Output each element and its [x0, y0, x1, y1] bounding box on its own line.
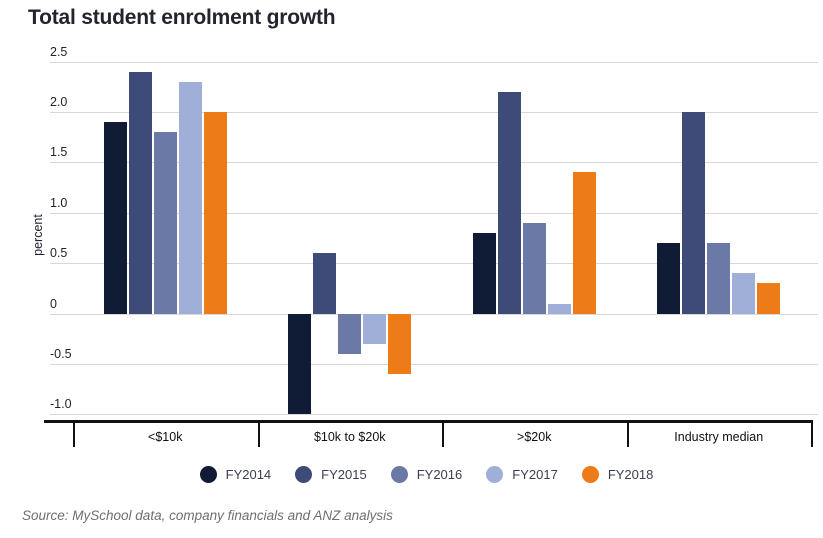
bar-FY2015-cat2 — [497, 91, 521, 314]
bar-FY2014-cat2 — [472, 232, 496, 314]
category-separator — [442, 420, 444, 447]
y-tick-label: 1.0 — [50, 195, 68, 210]
gridline-y-0.5 — [50, 263, 818, 265]
category-separator — [811, 420, 813, 447]
category-separator — [73, 420, 75, 447]
gridline-y--0.5 — [50, 364, 818, 366]
bar-FY2018-cat3 — [757, 283, 781, 314]
category-label-1: $10k to $20k — [313, 430, 386, 444]
gridline-y-1.0 — [50, 212, 818, 214]
y-tick-label: 2.0 — [50, 94, 68, 109]
bar-FY2016-cat1 — [338, 313, 362, 354]
bar-FY2015-cat3 — [682, 111, 706, 314]
legend-item-FY2015: FY2015 — [295, 466, 367, 483]
bar-FY2017-cat2 — [547, 303, 571, 314]
legend-label: FY2016 — [416, 467, 463, 482]
y-tick-label: 1.5 — [50, 145, 68, 160]
bar-FY2015-cat1 — [313, 253, 337, 314]
bar-FY2014-cat0 — [103, 122, 127, 314]
legend-item-FY2018: FY2018 — [581, 466, 654, 483]
bar-FY2016-cat3 — [707, 243, 731, 314]
bar-FY2018-cat1 — [388, 313, 412, 375]
gridline-y-2.0 — [50, 111, 818, 113]
bar-FY2016-cat0 — [153, 132, 177, 314]
category-separator — [257, 420, 260, 447]
bar-FY2014-cat1 — [288, 313, 312, 415]
y-axis-label: percent — [31, 214, 45, 256]
y-tick-label: 0 — [50, 296, 57, 311]
x-axis-line — [44, 420, 812, 423]
category-label-3: Industry median — [674, 430, 764, 444]
y-tick-label: 0.5 — [50, 246, 68, 261]
bar-FY2014-cat3 — [657, 243, 681, 314]
bar-FY2018-cat0 — [203, 111, 227, 314]
bar-FY2017-cat1 — [363, 313, 387, 344]
category-label-0: <$10k — [148, 430, 183, 444]
legend-label: FY2018 — [607, 467, 654, 482]
legend-dot-icon — [486, 466, 504, 483]
legend-label: FY2017 — [512, 467, 558, 482]
bar-FY2018-cat2 — [572, 172, 596, 314]
y-tick-label: -1.0 — [50, 397, 72, 412]
legend-item-FY2016: FY2016 — [390, 466, 463, 483]
bar-FY2017-cat0 — [178, 81, 202, 314]
source-note: Source: MySchool data, company financial… — [22, 508, 393, 523]
y-tick-label: -0.5 — [50, 347, 72, 362]
chart-legend: FY2014 FY2015 FY2016 FY2017 FY2018 — [0, 466, 823, 483]
gridline-y-0 — [50, 313, 818, 315]
category-label-2: >$20k — [517, 430, 552, 444]
bar-FY2015-cat0 — [128, 71, 152, 314]
bar-FY2017-cat3 — [732, 273, 756, 314]
gridline-y-1.5 — [50, 162, 818, 164]
legend-label: FY2015 — [321, 467, 367, 482]
y-tick-label: 2.5 — [50, 44, 68, 59]
legend-dot-icon — [390, 466, 408, 483]
legend-label: FY2014 — [225, 467, 272, 482]
gridline-y-2.5 — [50, 61, 818, 63]
legend-dot-icon — [581, 466, 599, 483]
bar-FY2016-cat2 — [522, 222, 546, 314]
legend-item-FY2017: FY2017 — [486, 466, 558, 483]
chart-title: Total student enrolment growth — [28, 6, 336, 29]
gridline-y--1.0 — [50, 414, 818, 416]
legend-dot-icon — [295, 466, 313, 483]
category-separator — [626, 420, 629, 447]
legend-dot-icon — [199, 466, 217, 483]
legend-item-FY2014: FY2014 — [199, 466, 272, 483]
